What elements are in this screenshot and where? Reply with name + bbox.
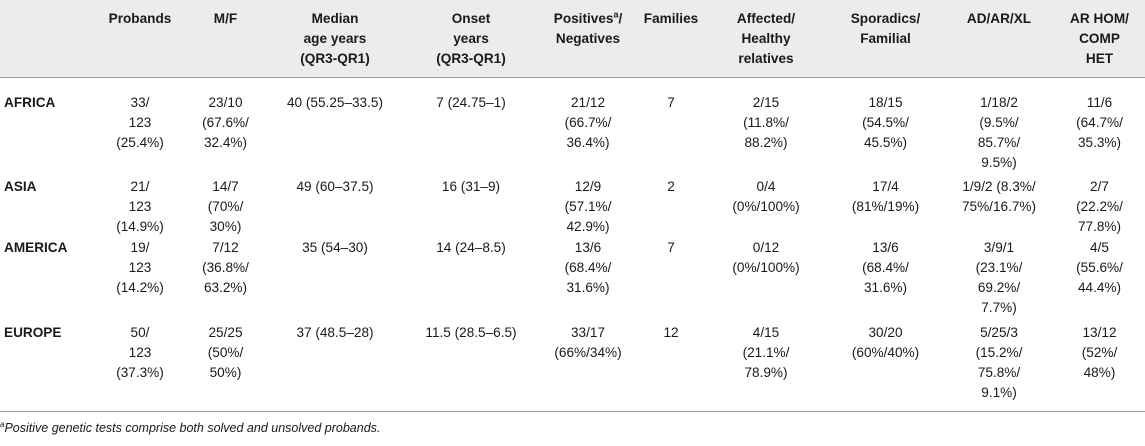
ar-hom-cell: 11/6 (64.7%/ 35.3%) <box>1076 95 1123 150</box>
ad-ar-xl-cell: 5/25/3 (15.2%/ 75.8%/ 9.1%) <box>975 325 1023 400</box>
onset-cell: 7 (24.75–1) <box>436 95 506 110</box>
onset-cell: 16 (31–9) <box>441 179 501 194</box>
header-ar-hom: AR HOM/ COMP HET <box>1070 11 1129 66</box>
header-ad-ar-xl: AD/AR/XL <box>966 11 1032 26</box>
table-row: EUROPE 50/ 123 (37.3%) 25/25 (50%/ 50%) … <box>0 318 1145 412</box>
families-cell: 2 <box>667 179 675 194</box>
ar-hom-cell: 13/12 (52%/ 48%) <box>1081 325 1118 380</box>
median-age-cell: 40 (55.25–33.5) <box>287 95 383 110</box>
table-body: AFRICA 33/ 123 (25.4%) 23/10 (67.6%/ 32.… <box>0 78 1145 412</box>
probands-cell: 33/ 123 (25.4%) <box>116 95 164 150</box>
affected-cell: 0/4 (0%/100%) <box>732 179 800 214</box>
probands-cell: 50/ 123 (37.3%) <box>116 325 164 380</box>
ad-ar-xl-cell: 1/18/2 (9.5%/ 85.7%/ 9.5%) <box>977 95 1021 170</box>
affected-cell: 2/15 (11.8%/ 88.2%) <box>743 95 789 150</box>
ar-hom-cell: 4/5 (55.6%/ 44.4%) <box>1076 240 1123 295</box>
header-region <box>0 0 96 78</box>
mf-cell: 23/10 (67.6%/ 32.4%) <box>202 95 249 150</box>
affected-cell: 0/12 (0%/100%) <box>732 240 800 275</box>
positives-cell: 12/9 (57.1%/ 42.9%) <box>564 179 612 234</box>
positives-cell: 21/12 (66.7%/ 36.4%) <box>564 95 612 150</box>
table-header: Probands M/F Median age years (QR3-QR1) … <box>0 0 1145 78</box>
header-mf: M/F <box>213 11 238 26</box>
median-age-cell: 49 (60–37.5) <box>296 179 374 194</box>
header-median-age: Median age years (QR3-QR1) <box>300 11 370 66</box>
sporadics-cell: 18/15 (54.5%/ 45.5%) <box>862 95 909 150</box>
positives-cell: 13/6 (68.4%/ 31.6%) <box>564 240 612 295</box>
families-cell: 7 <box>667 95 675 110</box>
affected-cell: 4/15 (21.1%/ 78.9%) <box>742 325 790 380</box>
region-cell: AFRICA <box>4 95 56 110</box>
header-row: Probands M/F Median age years (QR3-QR1) … <box>0 0 1145 78</box>
ad-ar-xl-cell: 1/9/2 (8.3%/ 75%/16.7%) <box>961 179 1037 214</box>
header-probands: Probands <box>108 11 172 26</box>
table-footnote: aPositive genetic tests comprise both so… <box>0 420 380 436</box>
data-table: Probands M/F Median age years (QR3-QR1) … <box>0 0 1145 412</box>
mf-cell: 14/7 (70%/ 30%) <box>207 179 244 234</box>
header-negatives-label: / Negatives <box>555 11 623 46</box>
mf-cell: 25/25 (50%/ 50%) <box>207 325 244 380</box>
table-row: ASIA 21/ 123 (14.9%) 14/7 (70%/ 30%) 49 … <box>0 173 1145 237</box>
probands-cell: 21/ 123 (14.9%) <box>116 179 164 234</box>
onset-cell: 14 (24–8.5) <box>436 240 506 255</box>
region-cell: AMERICA <box>4 240 68 255</box>
sporadics-cell: 13/6 (68.4%/ 31.6%) <box>862 240 909 295</box>
header-onset: Onset years (QR3-QR1) <box>436 11 506 66</box>
header-sporadics: Sporadics/ Familial <box>850 11 921 46</box>
families-cell: 7 <box>667 240 675 255</box>
median-age-cell: 37 (48.5–28) <box>296 325 374 340</box>
table-row: AMERICA 19/ 123 (14.2%) 7/12 (36.8%/ 63.… <box>0 237 1145 318</box>
footnote-text: Positive genetic tests comprise both sol… <box>4 421 381 435</box>
region-cell: EUROPE <box>4 325 62 340</box>
ar-hom-cell: 2/7 (22.2%/ 77.8%) <box>1076 179 1123 234</box>
positives-cell: 33/17 (66%/34%) <box>554 325 622 360</box>
footnote-marker: a <box>613 9 619 20</box>
table-row: AFRICA 33/ 123 (25.4%) 23/10 (67.6%/ 32.… <box>0 78 1145 174</box>
median-age-cell: 35 (54–30) <box>302 240 368 255</box>
sporadics-cell: 17/4 (81%/19%) <box>851 179 920 214</box>
region-cell: ASIA <box>4 179 37 194</box>
mf-cell: 7/12 (36.8%/ 63.2%) <box>202 240 249 295</box>
sporadics-cell: 30/20 (60%/40%) <box>851 325 920 360</box>
header-affected: Affected/ Healthy relatives <box>736 11 796 66</box>
probands-cell: 19/ 123 (14.2%) <box>116 240 164 295</box>
header-positives: Positivesa/ Negatives <box>539 0 637 78</box>
onset-cell: 11.5 (28.5–6.5) <box>425 325 517 340</box>
footnote-marker: a <box>0 419 5 429</box>
ad-ar-xl-cell: 3/9/1 (23.1%/ 69.2%/ 7.7%) <box>975 240 1023 315</box>
header-positives-label: Positives <box>553 11 614 26</box>
header-families: Families <box>643 11 699 26</box>
families-cell: 12 <box>663 325 679 340</box>
